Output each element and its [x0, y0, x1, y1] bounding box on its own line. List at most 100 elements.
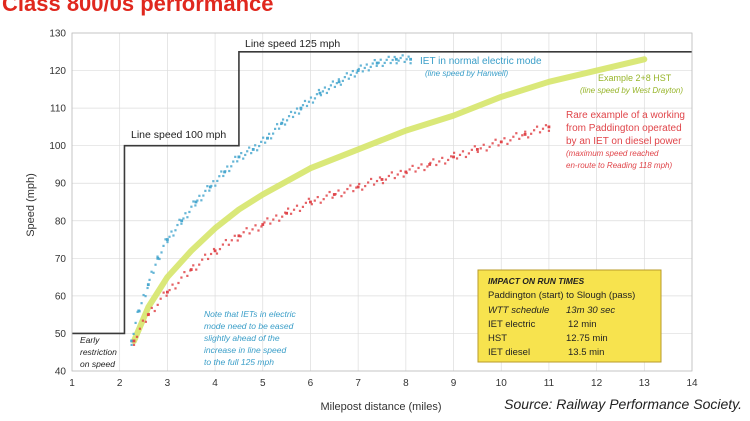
iet-electric-point — [165, 238, 169, 241]
iet-electric-sample-dot — [252, 148, 255, 151]
iet-electric-sample-dot — [136, 310, 139, 314]
iet-electric-sample-dot — [274, 127, 277, 131]
iet-electric-point — [375, 61, 379, 65]
iet-electric-sample-dot — [248, 146, 251, 149]
iet-diesel-sample-dot — [230, 239, 233, 242]
iet-diesel-sample-dot — [236, 239, 239, 242]
iet-electric-point — [337, 80, 341, 84]
iet-electric-sample-dot — [401, 54, 404, 57]
x-tick-label: 8 — [403, 378, 409, 389]
y-tick-label: 50 — [55, 329, 67, 340]
iet-diesel-sample-dot — [254, 224, 257, 227]
y-tick-label: 40 — [55, 367, 67, 378]
x-tick-label: 6 — [308, 378, 314, 389]
iet-electric-sample-dot — [363, 66, 366, 70]
iet-diesel-sample-dot — [322, 198, 325, 201]
iet-electric-sample-dot — [341, 79, 344, 83]
iet-electric-sample-dot — [240, 151, 243, 155]
iet-diesel-sample-dot — [195, 268, 198, 271]
iet-diesel-sample-dot — [251, 228, 254, 231]
label-hst: Example 2+8 HST — [598, 73, 672, 83]
iet-electric-sample-dot — [293, 111, 297, 114]
iet-diesel-sample-dot — [464, 155, 468, 159]
iet-diesel-sample-dot — [198, 263, 201, 266]
iet-diesel-sample-dot — [458, 153, 462, 156]
x-axis-label: Milepost distance (miles) — [320, 401, 441, 413]
label-early-1: Early — [80, 335, 100, 345]
label-line-speed-100: Line speed 100 mph — [131, 129, 226, 141]
iet-diesel-sample-dot — [135, 335, 139, 338]
iet-electric-sample-dot — [409, 62, 412, 65]
iet-electric-sample-dot — [313, 97, 317, 100]
iet-diesel-sample-dot — [524, 130, 527, 133]
y-tick-label: 130 — [49, 29, 66, 40]
iet-diesel-sample-dot — [408, 168, 411, 171]
iet-electric-sample-dot — [134, 321, 137, 325]
iet-electric-sample-dot — [188, 210, 191, 214]
iet-electric-sample-dot — [260, 140, 263, 143]
source-credit: Source: Railway Performance Society. — [504, 396, 742, 412]
iet-diesel-sample-dot — [221, 243, 225, 246]
impact-row-value: 13m 30 sec — [566, 305, 615, 316]
iet-electric-sample-dot — [325, 91, 329, 95]
iet-diesel-sample-dot — [325, 194, 328, 197]
page-title: Class 800/0s performance — [2, 0, 274, 16]
iet-electric-sample-dot — [317, 88, 321, 92]
iet-diesel-sample-dot — [189, 269, 192, 272]
iet-electric-sample-dot — [256, 149, 259, 152]
iet-electric-sample-dot — [387, 55, 390, 58]
iet-diesel-sample-dot — [506, 142, 509, 146]
iet-electric-sample-dot — [405, 58, 408, 61]
iet-diesel-sample-dot — [310, 203, 313, 206]
iet-diesel-series — [132, 124, 551, 346]
iet-electric-sample-dot — [250, 152, 253, 155]
line-speed-step-line — [72, 50, 692, 335]
impact-row-value: 12 min — [568, 319, 597, 330]
iet-electric-sample-dot — [315, 93, 319, 96]
iet-electric-sample-dot — [202, 194, 205, 197]
iet-diesel-sample-dot — [245, 227, 248, 230]
iet-electric-sample-dot — [399, 56, 402, 60]
iet-diesel-sample-dot — [165, 294, 168, 297]
iet-diesel-sample-dot — [361, 188, 364, 191]
x-tick-label: 14 — [686, 378, 698, 389]
iet-electric-sample-dot — [224, 170, 227, 173]
label-note-5: to the full 125 mph — [204, 357, 274, 367]
x-tick-label: 10 — [496, 378, 508, 389]
iet-electric-sample-dot — [319, 94, 323, 97]
iet-diesel-sample-dot — [186, 274, 189, 277]
iet-diesel-sample-dot — [150, 306, 153, 310]
iet-diesel-sample-dot — [328, 190, 331, 194]
iet-electric-sample-dot — [232, 160, 235, 163]
iet-diesel-sample-dot — [544, 124, 548, 127]
iet-diesel-point — [213, 249, 217, 253]
label-note-4: increase in line speed — [204, 345, 286, 355]
iet-diesel-sample-dot — [313, 199, 316, 202]
iet-electric-sample-dot — [168, 235, 171, 238]
iet-diesel-point — [309, 200, 312, 204]
iet-electric-sample-dot — [180, 222, 183, 225]
iet-diesel-sample-dot — [212, 247, 216, 251]
iet-electric-sample-dot — [377, 61, 380, 64]
iet-electric-sample-dot — [218, 175, 221, 178]
iet-diesel-sample-dot — [295, 204, 299, 207]
iet-electric-sample-dot — [170, 230, 173, 233]
iet-electric-sample-dot — [192, 200, 195, 203]
iet-electric-sample-dot — [160, 251, 163, 254]
iet-electric-sample-dot — [371, 62, 374, 65]
iet-electric-sample-dot — [295, 107, 299, 110]
iet-diesel-sample-dot — [192, 264, 195, 267]
iet-electric-sample-dot — [351, 69, 354, 73]
x-tick-label: 13 — [639, 378, 651, 389]
iet-electric-sample-dot — [301, 104, 305, 107]
y-tick-label: 100 — [49, 141, 66, 152]
iet-diesel-sample-dot — [138, 327, 142, 330]
x-tick-label: 1 — [69, 378, 75, 389]
iet-diesel-sample-dot — [515, 132, 518, 135]
label-note-3: slightly ahead of the — [204, 333, 280, 343]
iet-electric-sample-dot — [403, 60, 406, 64]
iet-electric-point — [194, 200, 198, 204]
iet-electric-sample-dot — [184, 212, 187, 215]
iet-electric-point — [156, 256, 160, 260]
iet-electric-sample-dot — [266, 137, 269, 140]
